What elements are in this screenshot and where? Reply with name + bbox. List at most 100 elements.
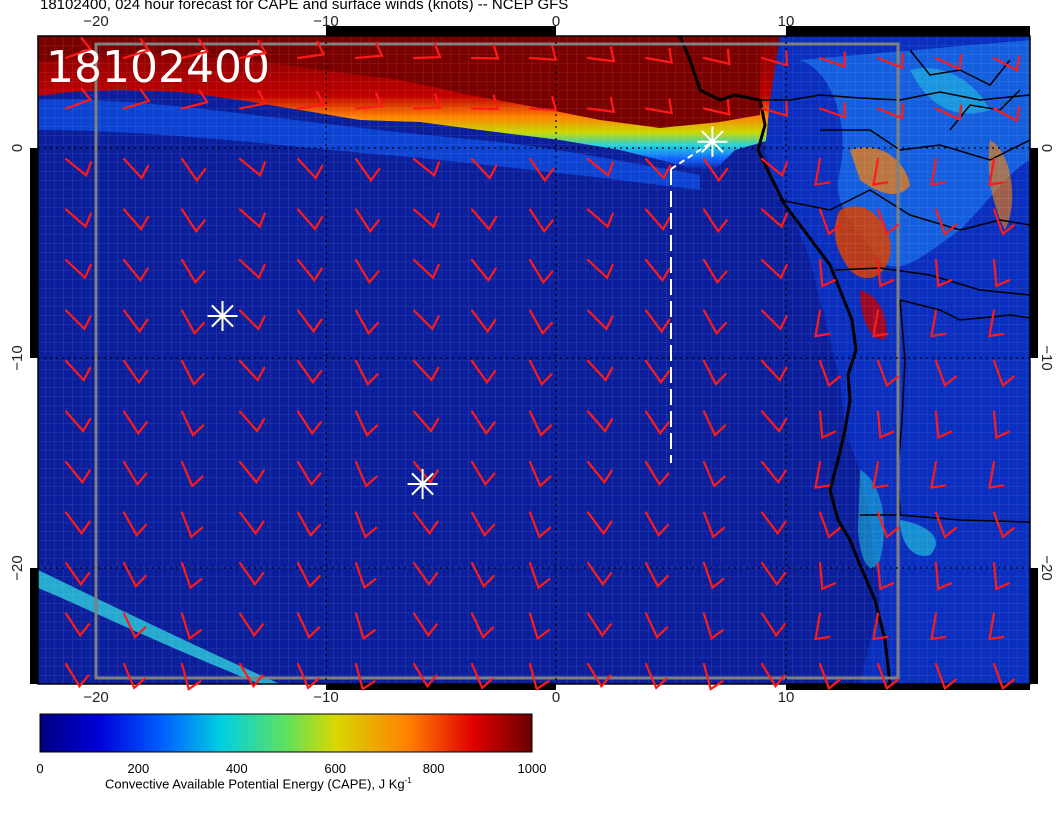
wind-barb <box>238 410 266 433</box>
wind-barb <box>992 208 1015 236</box>
wind-barb <box>238 208 266 229</box>
lon-tick-bottom: −10 <box>313 689 338 706</box>
lon-tick-bottom: 10 <box>778 689 795 706</box>
lat-tick-right: −10 <box>1038 345 1055 370</box>
wind-barb <box>992 359 1015 388</box>
colorbar-tick-label: 600 <box>324 761 346 776</box>
lon-tick-top: 0 <box>552 13 560 30</box>
wind-barb <box>586 96 616 113</box>
wind-barb <box>876 103 904 120</box>
wind-barb <box>64 410 92 433</box>
wind-barb <box>470 157 498 180</box>
wind-barb <box>988 460 1005 489</box>
wind-barb <box>238 511 265 536</box>
wind-barb <box>180 258 206 285</box>
wind-barb <box>814 309 831 338</box>
wind-barb <box>934 410 953 440</box>
wind-barb <box>586 309 614 331</box>
wind-barb <box>470 44 500 60</box>
wind-barb <box>354 157 381 183</box>
wind-barb <box>818 410 837 440</box>
wind-barb <box>814 612 831 641</box>
wind-barb <box>992 511 1015 539</box>
wind-barb <box>528 309 554 336</box>
wind-barb <box>470 208 498 231</box>
wind-barb <box>818 359 841 388</box>
track-segment <box>670 140 713 170</box>
wind-barb <box>934 359 957 388</box>
wind-barb <box>760 100 789 118</box>
wind-barb <box>702 561 725 590</box>
wind-barb <box>354 309 380 336</box>
wind-barb <box>872 612 889 641</box>
wind-barb <box>528 208 554 234</box>
wind-barb <box>644 612 669 639</box>
wind-barb <box>644 309 671 334</box>
wind-barb <box>818 561 837 591</box>
wind-barb <box>644 561 669 589</box>
wind-barb <box>644 410 670 436</box>
colorbar-tick-label: 400 <box>226 761 248 776</box>
wind-barb <box>64 258 92 280</box>
wind-barb <box>934 104 963 122</box>
marker-west-icon <box>207 301 238 331</box>
wind-barb <box>702 258 728 285</box>
wind-barb <box>586 157 615 178</box>
wind-barb <box>760 511 787 536</box>
lon-tick-top: 10 <box>778 13 795 30</box>
lat-tick-left: 0 <box>9 144 26 152</box>
wind-barb <box>934 54 963 71</box>
wind-barb <box>586 561 613 587</box>
wind-barb <box>934 511 957 539</box>
wind-barb <box>876 561 895 591</box>
wind-barb <box>122 410 148 436</box>
wind-barb <box>760 258 788 280</box>
wind-barb <box>644 460 670 487</box>
wind-barb <box>702 662 724 691</box>
wind-barb <box>412 561 439 587</box>
wind-barb <box>354 92 384 110</box>
wind-barb <box>992 55 1021 72</box>
wind-barb <box>760 410 788 433</box>
wind-barb <box>238 258 266 280</box>
wind-barb <box>872 309 889 338</box>
wind-barb <box>702 48 731 66</box>
wind-barb <box>818 51 846 69</box>
wind-barb <box>122 662 146 690</box>
wind-barb <box>64 612 90 638</box>
wind-barb <box>64 37 93 60</box>
wind-barb <box>702 511 726 539</box>
wind-barb <box>64 511 91 536</box>
wind-barb <box>702 612 724 641</box>
wind-barb <box>876 52 904 70</box>
wind-barb <box>354 662 376 691</box>
wind-barb <box>702 157 729 183</box>
wind-barb <box>64 208 92 229</box>
wind-barb <box>644 662 668 690</box>
wind-barb <box>354 612 376 641</box>
wind-barb <box>470 561 495 589</box>
wind-barb <box>296 258 323 283</box>
wind-barb <box>470 410 496 436</box>
wind-barb <box>988 612 1005 641</box>
wind-barb <box>528 157 555 183</box>
wind-barb <box>470 359 497 385</box>
wind-barb <box>644 258 671 283</box>
chart-title: 18102400, 024 hour forecast for CAPE and… <box>40 0 569 13</box>
wind-barb <box>818 662 841 691</box>
wind-barb <box>930 612 947 641</box>
wind-barb <box>354 41 384 60</box>
wind-barb <box>238 90 268 110</box>
wind-barb <box>760 561 787 587</box>
wind-barb <box>934 662 957 691</box>
wind-barb <box>180 89 209 110</box>
wind-barb <box>470 258 497 283</box>
wind-barb <box>470 511 496 538</box>
wind-barb <box>702 460 726 488</box>
wind-barb <box>702 309 728 336</box>
colorbar-title: Convective Available Potential Energy (C… <box>105 776 412 792</box>
wind-barb <box>64 662 90 689</box>
wind-barb <box>528 511 552 539</box>
wind-barb <box>528 258 554 285</box>
